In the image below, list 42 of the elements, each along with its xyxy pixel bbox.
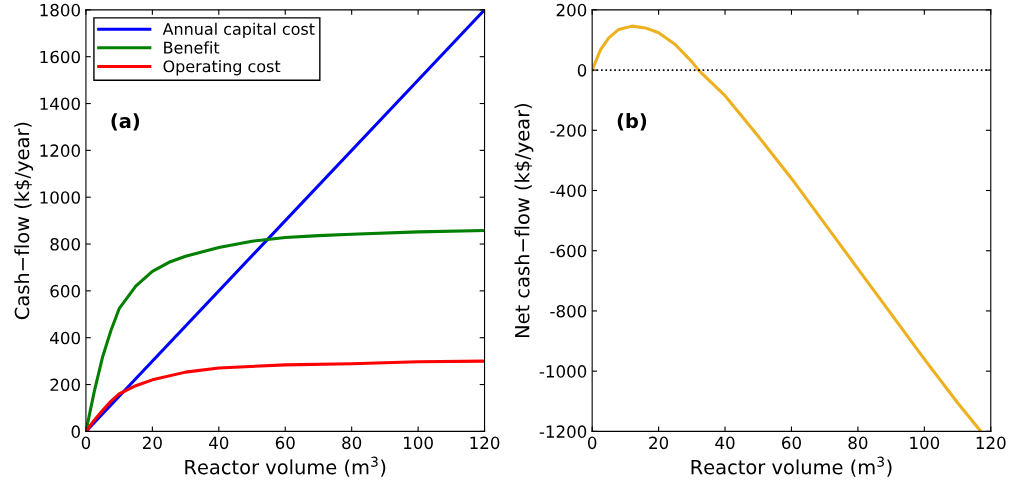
legend-label: Benefit	[164, 41, 220, 54]
x-tick-label: 0	[587, 436, 597, 450]
y-tick-label: -1200	[539, 425, 587, 438]
y-tick-label: 1400	[40, 97, 80, 111]
y-tick-label: -1000	[539, 365, 587, 378]
y-tick-label: 200	[50, 378, 80, 392]
x-tick-label: 40	[209, 436, 229, 450]
x-tick-label: 120	[976, 436, 1006, 450]
y-axis-title: Net cash−flow (k$/year)	[514, 103, 534, 338]
y-tick-label: 600	[50, 284, 80, 298]
x-tick-label: 0	[81, 436, 91, 450]
y-tick-label: 1000	[40, 191, 80, 204]
legend-label: Operating cost	[163, 59, 281, 76]
x-axis-title: Reactor volume (m$^{3}$)	[691, 456, 892, 477]
x-tick-label: 60	[275, 436, 295, 450]
y-tick-label: 1800	[40, 3, 80, 17]
y-tick-label: 0	[577, 64, 587, 77]
x-tick-label: 40	[715, 436, 735, 450]
x-tick-label: 120	[470, 436, 500, 450]
y-tick-label: 1600	[40, 50, 80, 64]
x-tick-label: 80	[848, 436, 868, 450]
y-tick-label: -400	[550, 184, 587, 198]
x-axis-title: Reactor volume (m$^{3}$)	[185, 456, 386, 477]
x-tick-label: 80	[342, 436, 362, 450]
y-tick-label: 800	[50, 238, 80, 251]
annotation: (b)	[617, 113, 647, 131]
x-tick-label: 20	[649, 436, 669, 450]
annotation: (a)	[111, 113, 140, 131]
line-series	[592, 24, 983, 432]
x-tick-label: 100	[404, 436, 433, 450]
x-tick-label: 60	[782, 436, 801, 450]
y-tick-label: -800	[550, 304, 587, 318]
y-tick-label: 1200	[40, 144, 80, 157]
x-tick-label: 20	[142, 436, 162, 450]
y-tick-label: -600	[550, 244, 587, 258]
y-tick-label: 400	[50, 331, 80, 345]
y-axis-title: Cash−flow (k$/year)	[14, 122, 34, 320]
x-tick-label: 100	[910, 436, 940, 450]
legend-label: Annual capital cost	[162, 22, 315, 39]
y-tick-label: 200	[556, 3, 587, 17]
y-tick-label: 0	[71, 425, 80, 438]
y-tick-label: -200	[550, 124, 587, 137]
